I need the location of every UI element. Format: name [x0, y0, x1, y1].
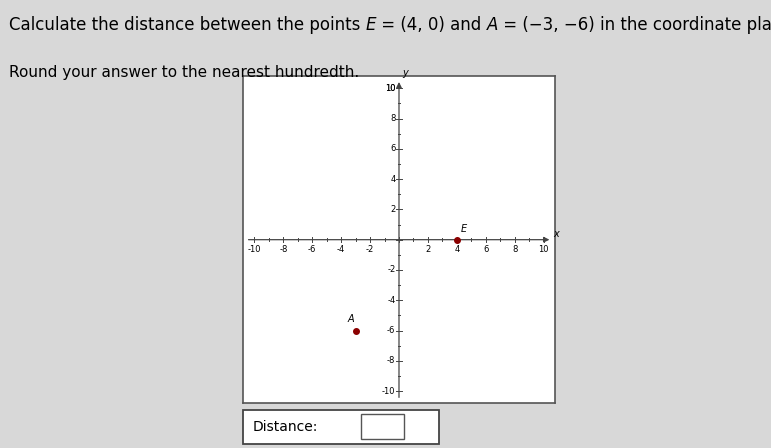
Text: = (4, 0) and: = (4, 0) and [376, 16, 487, 34]
Text: A: A [348, 314, 354, 324]
Text: 8: 8 [390, 114, 396, 123]
FancyBboxPatch shape [361, 414, 404, 439]
Text: 10: 10 [538, 245, 549, 254]
Text: 2: 2 [426, 245, 430, 254]
Text: -4: -4 [387, 296, 396, 305]
Text: -8: -8 [387, 356, 396, 365]
Text: 6: 6 [390, 144, 396, 153]
Text: E: E [366, 16, 376, 34]
Text: 8: 8 [512, 245, 517, 254]
Text: Calculate the distance between the points: Calculate the distance between the point… [9, 16, 366, 34]
Text: -4: -4 [337, 245, 345, 254]
Text: Round your answer to the nearest hundredth.: Round your answer to the nearest hundred… [9, 65, 359, 80]
Text: -2: -2 [366, 245, 374, 254]
Text: x: x [553, 229, 559, 239]
Text: = (−3, −6) in the coordinate plane.: = (−3, −6) in the coordinate plane. [498, 16, 771, 34]
Text: -10: -10 [247, 245, 261, 254]
Text: -2: -2 [387, 266, 396, 275]
Text: 4: 4 [390, 175, 396, 184]
Text: -6: -6 [387, 326, 396, 335]
Text: y: y [402, 69, 409, 78]
Text: E: E [460, 224, 466, 233]
Text: -10: -10 [382, 387, 396, 396]
FancyBboxPatch shape [243, 410, 439, 444]
Text: -8: -8 [279, 245, 288, 254]
Text: 10: 10 [385, 84, 396, 93]
Text: -6: -6 [308, 245, 316, 254]
Text: Distance:: Distance: [253, 420, 318, 434]
Text: 4: 4 [454, 245, 460, 254]
Text: 6: 6 [483, 245, 488, 254]
Text: 10: 10 [385, 84, 396, 93]
Text: A: A [487, 16, 498, 34]
Text: 2: 2 [390, 205, 396, 214]
